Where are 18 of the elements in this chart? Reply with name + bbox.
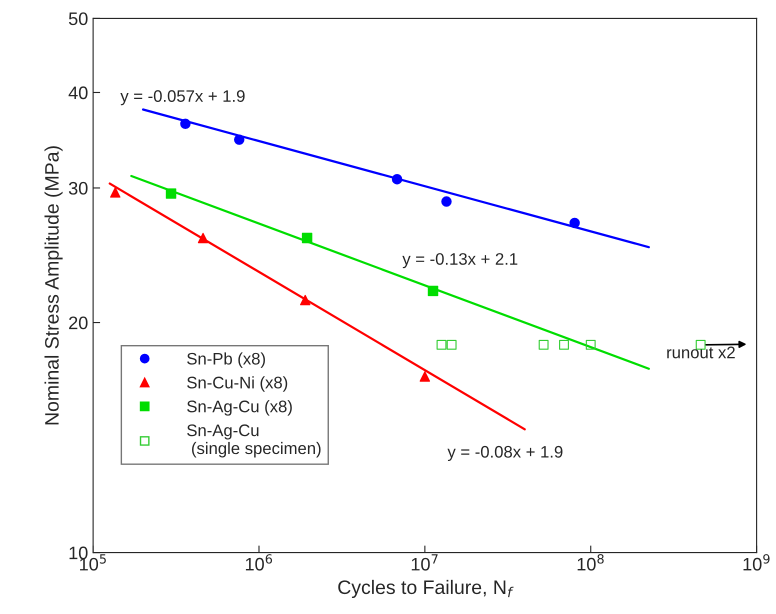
annotation: runout x2 [667,346,735,358]
annotation: y = -0.057x + 1.9 [120,90,245,106]
legend-label: Sn-Ag-Cu (single specimen) [187,424,321,458]
annotation: y = -0.13x + 2.1 [402,253,518,268]
legend-label: Sn-Ag-Cu (x8) [187,400,292,416]
y-tick-label: 40 [68,86,88,100]
x-tick-label: 10$^{8}$ [578,554,604,571]
x-tick-label: 10$^{7}$ [412,554,438,571]
legend-label: Sn-Cu-Ni (x8) [187,376,288,392]
y-tick-label: 50 [68,12,88,26]
y-tick-label: 30 [68,182,88,195]
x-tick-label: 10$^{6}$ [246,554,272,571]
x-tick-label: 10$^{9}$ [744,554,770,571]
y-axis-title: Nominal Stress Amplitude (MPa) [44,146,63,424]
y-tick-label: 20 [69,316,88,330]
annotation: y = -0.08x + 1.9 [447,446,562,462]
x-axis-title: Cycles to Failure, N$_{f}$ [338,580,514,598]
legend-label: Sn-Pb (x8) [187,352,265,368]
